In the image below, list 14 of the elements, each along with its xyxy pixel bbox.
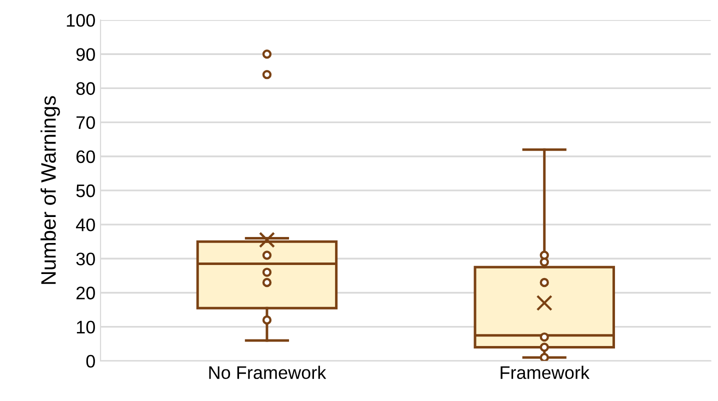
y-tick-label: 90: [76, 48, 95, 61]
y-tick-label: 80: [76, 82, 95, 95]
x-tick-label: Framework: [500, 366, 590, 380]
y-tick-label: 0: [86, 354, 95, 368]
y-tick-label: 30: [76, 252, 95, 266]
x-tick-label: No Framework: [209, 366, 326, 380]
y-tick-label: 10: [76, 320, 95, 334]
y-tick-label: 70: [76, 116, 95, 130]
y-tick-label: 50: [76, 184, 95, 198]
y-tick-label: 60: [76, 150, 95, 164]
y-tick-label: 20: [76, 286, 95, 300]
y-tick-label: 100: [66, 14, 95, 27]
y-axis-title: Number of Warnings: [40, 96, 60, 284]
y-tick-label: 40: [76, 218, 95, 232]
